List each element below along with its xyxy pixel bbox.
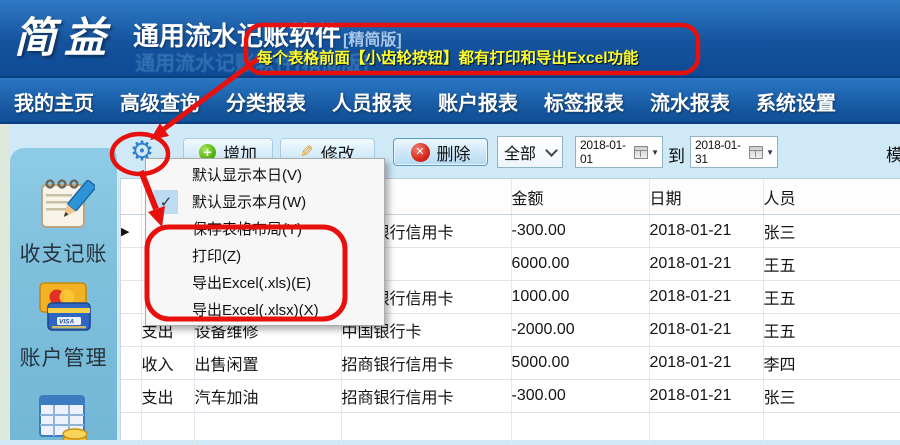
nav-item-flow[interactable]: 流水报表: [650, 87, 730, 116]
sidebar-item-reports[interactable]: [10, 390, 117, 440]
sidebar: 收支记账 VISA 账户管理: [10, 148, 117, 440]
delete-icon: ✕: [411, 143, 430, 162]
cell-type[interactable]: 支出: [141, 380, 194, 413]
truncated-search-label: 模: [886, 141, 900, 166]
nav-item-home[interactable]: 我的主页: [14, 87, 94, 116]
chevron-down-icon: [545, 144, 558, 157]
nav-item-account[interactable]: 账户报表: [438, 87, 518, 116]
cell-date[interactable]: 2018-01-21: [649, 314, 763, 347]
col-header-selector: [121, 179, 141, 215]
delete-button[interactable]: ✕ 删除: [393, 138, 488, 166]
check-icon: ✓: [154, 190, 178, 214]
cell-person[interactable]: 李四: [763, 347, 900, 380]
sidebar-item-bookkeeping[interactable]: 收支记账: [10, 172, 117, 268]
col-header-amount[interactable]: 金额: [511, 179, 649, 215]
cell-person[interactable]: 王五: [763, 314, 900, 347]
cell-amount[interactable]: -2000.00: [511, 314, 649, 347]
delete-button-label: 删除: [437, 140, 471, 165]
menu-item-print[interactable]: 打印(Z): [146, 242, 384, 269]
date-to-value: 2018-01-31: [695, 138, 749, 166]
cell-account[interactable]: 招商银行信用卡: [341, 380, 511, 413]
sidebar-item-accounts[interactable]: VISA 账户管理: [10, 276, 117, 372]
sidebar-item-label: 收支记账: [10, 238, 117, 268]
menu-icon-gutter: [146, 242, 186, 269]
nav-item-person[interactable]: 人员报表: [332, 87, 412, 116]
sidebar-item-label: 账户管理: [10, 342, 117, 372]
date-to-picker[interactable]: 2018-01-31 ▼: [690, 136, 778, 168]
dropdown-arrow-icon: ▼: [766, 148, 774, 157]
date-from-value: 2018-01-01: [580, 138, 634, 166]
col-header-date[interactable]: 日期: [649, 179, 763, 215]
cell-amount[interactable]: 5000.00: [511, 347, 649, 380]
table-row[interactable]: 支出 汽车加油 招商银行信用卡 -300.00 2018-01-21 张三: [121, 380, 900, 413]
nav-item-tag[interactable]: 标签报表: [544, 87, 624, 116]
cell-amount[interactable]: 6000.00: [511, 248, 649, 281]
table-row[interactable]: 收入 出售闲置 招商银行信用卡 5000.00 2018-01-21 李四: [121, 347, 900, 380]
cell-date[interactable]: 2018-01-21: [649, 380, 763, 413]
cell-account[interactable]: 招商银行信用卡: [341, 347, 511, 380]
cell-category[interactable]: 汽车加油: [194, 380, 341, 413]
menu-icon-gutter: [146, 269, 186, 296]
gear-context-menu: 默认显示本日(V) ✓ 默认显示本月(W) 保存表格布局(Y) 打印(Z) 导出…: [145, 158, 385, 326]
nav-item-advanced[interactable]: 高级查询: [120, 87, 200, 116]
cell-person[interactable]: 王五: [763, 281, 900, 314]
col-header-person[interactable]: 人员: [763, 179, 900, 215]
nav-item-category[interactable]: 分类报表: [226, 87, 306, 116]
table-empty-row: [121, 413, 900, 445]
svg-text:VISA: VISA: [59, 319, 74, 326]
cell-date[interactable]: 2018-01-21: [649, 281, 763, 314]
cell-amount[interactable]: 1000.00: [511, 281, 649, 314]
menu-icon-gutter: [146, 296, 186, 323]
nav-item-settings[interactable]: 系统设置: [756, 87, 836, 116]
menu-item-show-month[interactable]: ✓ 默认显示本月(W): [146, 188, 384, 215]
app-header: 简益 通用流水记账软件[精简版] 通用流水记账软件[精简版]: [0, 0, 900, 76]
cell-date[interactable]: 2018-01-21: [649, 347, 763, 380]
spreadsheet-coins-icon: [33, 390, 95, 440]
menu-icon-gutter: [146, 215, 186, 242]
credit-cards-icon: VISA: [33, 276, 95, 338]
row-pointer-icon: ▶: [121, 226, 129, 238]
cell-person[interactable]: 王五: [763, 248, 900, 281]
cell-amount[interactable]: -300.00: [511, 215, 649, 248]
left-edge-strip: [0, 124, 10, 440]
title-watermark: 通用流水记账软件[精简版]: [135, 47, 368, 76]
menu-item-save-layout[interactable]: 保存表格布局(Y): [146, 215, 384, 242]
app-logo: 简益: [14, 4, 114, 65]
calendar-icon: [749, 146, 763, 159]
menu-icon-gutter: ✓: [146, 188, 186, 215]
menu-item-export-xlsx[interactable]: 导出Excel(.xlsx)(X): [146, 296, 384, 323]
menu-item-export-xls[interactable]: 导出Excel(.xls)(E): [146, 269, 384, 296]
cell-person[interactable]: 张三: [763, 380, 900, 413]
filter-dropdown-value: 全部: [504, 140, 547, 164]
notepad-pencil-icon: [33, 172, 95, 234]
cell-date[interactable]: 2018-01-21: [649, 248, 763, 281]
main-nav: 我的主页 高级查询 分类报表 人员报表 账户报表 标签报表 流水报表 系统设置: [0, 76, 900, 124]
calendar-icon: [634, 146, 648, 159]
date-from-picker[interactable]: 2018-01-01 ▼: [575, 136, 663, 168]
filter-dropdown[interactable]: 全部: [497, 136, 563, 168]
date-range-to-label: 到: [668, 142, 685, 167]
menu-item-show-today[interactable]: 默认显示本日(V): [146, 161, 384, 188]
cell-category[interactable]: 出售闲置: [194, 347, 341, 380]
menu-icon-gutter: [146, 161, 186, 188]
cell-date[interactable]: 2018-01-21: [649, 215, 763, 248]
cell-person[interactable]: 张三: [763, 215, 900, 248]
dropdown-arrow-icon: ▼: [651, 148, 659, 157]
cell-type[interactable]: 收入: [141, 347, 194, 380]
cell-amount[interactable]: -300.00: [511, 380, 649, 413]
